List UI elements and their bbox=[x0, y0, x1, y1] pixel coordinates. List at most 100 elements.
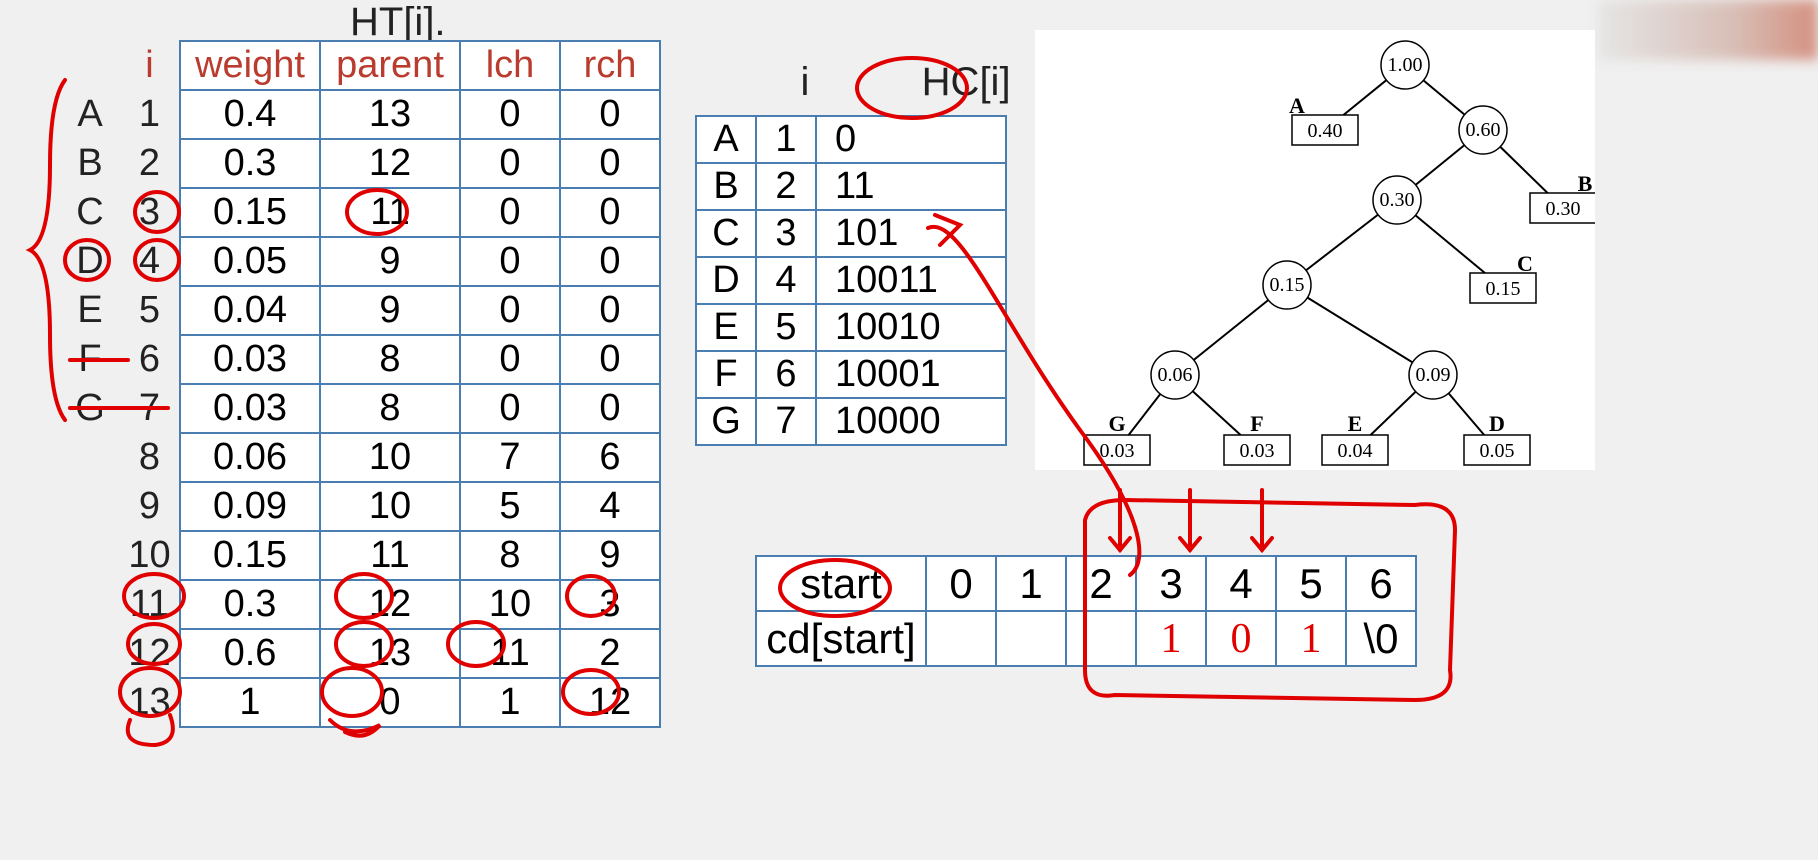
corner-blur bbox=[1598, 0, 1818, 60]
hc-row: C3101 bbox=[696, 210, 1006, 257]
ht-lch: 11 bbox=[460, 629, 560, 678]
ht-lch: 1 bbox=[460, 678, 560, 727]
ht-row-label bbox=[60, 629, 120, 678]
hc-label: E bbox=[696, 304, 756, 351]
hc-i: 4 bbox=[756, 257, 816, 304]
ht-row-i: 12 bbox=[120, 629, 180, 678]
ht-row: G70.03800 bbox=[60, 384, 660, 433]
tree-leaf-letter: E bbox=[1348, 411, 1363, 436]
tree-node-label: 1.00 bbox=[1388, 54, 1423, 76]
ht-col-i: i bbox=[120, 41, 180, 90]
cd-start-label: start bbox=[756, 556, 926, 611]
ht-row: 110.312103 bbox=[60, 580, 660, 629]
tree-node-label: 0.15 bbox=[1270, 274, 1305, 296]
tree-leaf-letter: B bbox=[1578, 171, 1593, 196]
ht-rch: 2 bbox=[560, 629, 660, 678]
ht-rch: 12 bbox=[560, 678, 660, 727]
hc-row: E510010 bbox=[696, 304, 1006, 351]
ht-lch: 5 bbox=[460, 482, 560, 531]
ht-row-label bbox=[60, 531, 120, 580]
tree-leaf-value: 0.40 bbox=[1308, 120, 1343, 142]
annotation-downarrow-head bbox=[1252, 538, 1272, 550]
ht-weight: 0.15 bbox=[180, 188, 320, 237]
ht-weight: 0.15 bbox=[180, 531, 320, 580]
tree-leaf-value: 0.03 bbox=[1100, 440, 1135, 462]
ht-row-i: 2 bbox=[120, 139, 180, 188]
ht-weight: 0.3 bbox=[180, 139, 320, 188]
ht-row-i: 11 bbox=[120, 580, 180, 629]
cd-value-row: cd[start]101\0 bbox=[756, 611, 1416, 666]
ht-lch: 0 bbox=[460, 286, 560, 335]
ht-lch: 7 bbox=[460, 433, 560, 482]
hc-code: 10010 bbox=[816, 304, 1006, 351]
cd-table: start0123456cd[start]101\0 bbox=[755, 555, 1417, 667]
hc-code: 10011 bbox=[816, 257, 1006, 304]
ht-row: 80.061076 bbox=[60, 433, 660, 482]
ht-row-label bbox=[60, 678, 120, 727]
ht-row: C30.151100 bbox=[60, 188, 660, 237]
cd-value: 1 bbox=[1276, 611, 1346, 666]
ht-parent: 0 bbox=[320, 678, 460, 727]
hc-label: D bbox=[696, 257, 756, 304]
ht-row-i: 9 bbox=[120, 482, 180, 531]
ht-rch: 0 bbox=[560, 335, 660, 384]
ht-row-label: G bbox=[60, 384, 120, 433]
ht-parent: 13 bbox=[320, 90, 460, 139]
hc-label: B bbox=[696, 163, 756, 210]
ht-weight: 0.3 bbox=[180, 580, 320, 629]
ht-title: HT[i]. bbox=[350, 0, 446, 45]
ht-col-lch: lch bbox=[460, 41, 560, 90]
ht-lch: 10 bbox=[460, 580, 560, 629]
tree-leaf-value: 0.05 bbox=[1480, 440, 1515, 462]
ht-lch: 0 bbox=[460, 139, 560, 188]
ht-col-blank bbox=[60, 41, 120, 90]
hc-header-i: i bbox=[745, 60, 865, 105]
cd-index: 2 bbox=[1066, 556, 1136, 611]
cd-index: 3 bbox=[1136, 556, 1206, 611]
ht-weight: 1 bbox=[180, 678, 320, 727]
tree-leaf-letter: D bbox=[1489, 411, 1505, 436]
ht-parent: 10 bbox=[320, 482, 460, 531]
hc-label: C bbox=[696, 210, 756, 257]
ht-row: 120.613112 bbox=[60, 629, 660, 678]
ht-row-i: 10 bbox=[120, 531, 180, 580]
ht-row: A10.41300 bbox=[60, 90, 660, 139]
ht-rch: 0 bbox=[560, 384, 660, 433]
hc-code: 101 bbox=[816, 210, 1006, 257]
hc-i: 1 bbox=[756, 116, 816, 163]
ht-row: 1310112 bbox=[60, 678, 660, 727]
cd-value bbox=[926, 611, 996, 666]
tree-node-label: 0.30 bbox=[1380, 189, 1415, 211]
ht-rch: 0 bbox=[560, 139, 660, 188]
annotation-downarrow-head bbox=[1110, 538, 1130, 550]
cd-value: \0 bbox=[1346, 611, 1416, 666]
hc-row: G710000 bbox=[696, 398, 1006, 445]
ht-weight: 0.4 bbox=[180, 90, 320, 139]
ht-parent: 9 bbox=[320, 237, 460, 286]
ht-lch: 0 bbox=[460, 335, 560, 384]
ht-row-i: 7 bbox=[120, 384, 180, 433]
ht-row: 100.151189 bbox=[60, 531, 660, 580]
hc-i: 2 bbox=[756, 163, 816, 210]
hc-row: A10 bbox=[696, 116, 1006, 163]
ht-weight: 0.03 bbox=[180, 384, 320, 433]
ht-row: D40.05900 bbox=[60, 237, 660, 286]
ht-table: i weight parent lch rch A10.41300B20.312… bbox=[60, 40, 661, 728]
ht-rch: 3 bbox=[560, 580, 660, 629]
cd-index: 0 bbox=[926, 556, 996, 611]
ht-row-i: 5 bbox=[120, 286, 180, 335]
tree-node-label: 0.09 bbox=[1416, 364, 1451, 386]
hc-label: F bbox=[696, 351, 756, 398]
ht-row-label bbox=[60, 580, 120, 629]
tree-leaf-letter: C bbox=[1517, 251, 1533, 276]
ht-rch: 0 bbox=[560, 188, 660, 237]
ht-lch: 8 bbox=[460, 531, 560, 580]
cd-index-row: start0123456 bbox=[756, 556, 1416, 611]
ht-rch: 4 bbox=[560, 482, 660, 531]
ht-row-label: D bbox=[60, 237, 120, 286]
hc-code: 10001 bbox=[816, 351, 1006, 398]
tree-node-label: 0.60 bbox=[1466, 119, 1501, 141]
ht-row: E50.04900 bbox=[60, 286, 660, 335]
ht-weight: 0.09 bbox=[180, 482, 320, 531]
tree-leaf-value: 0.03 bbox=[1240, 440, 1275, 462]
